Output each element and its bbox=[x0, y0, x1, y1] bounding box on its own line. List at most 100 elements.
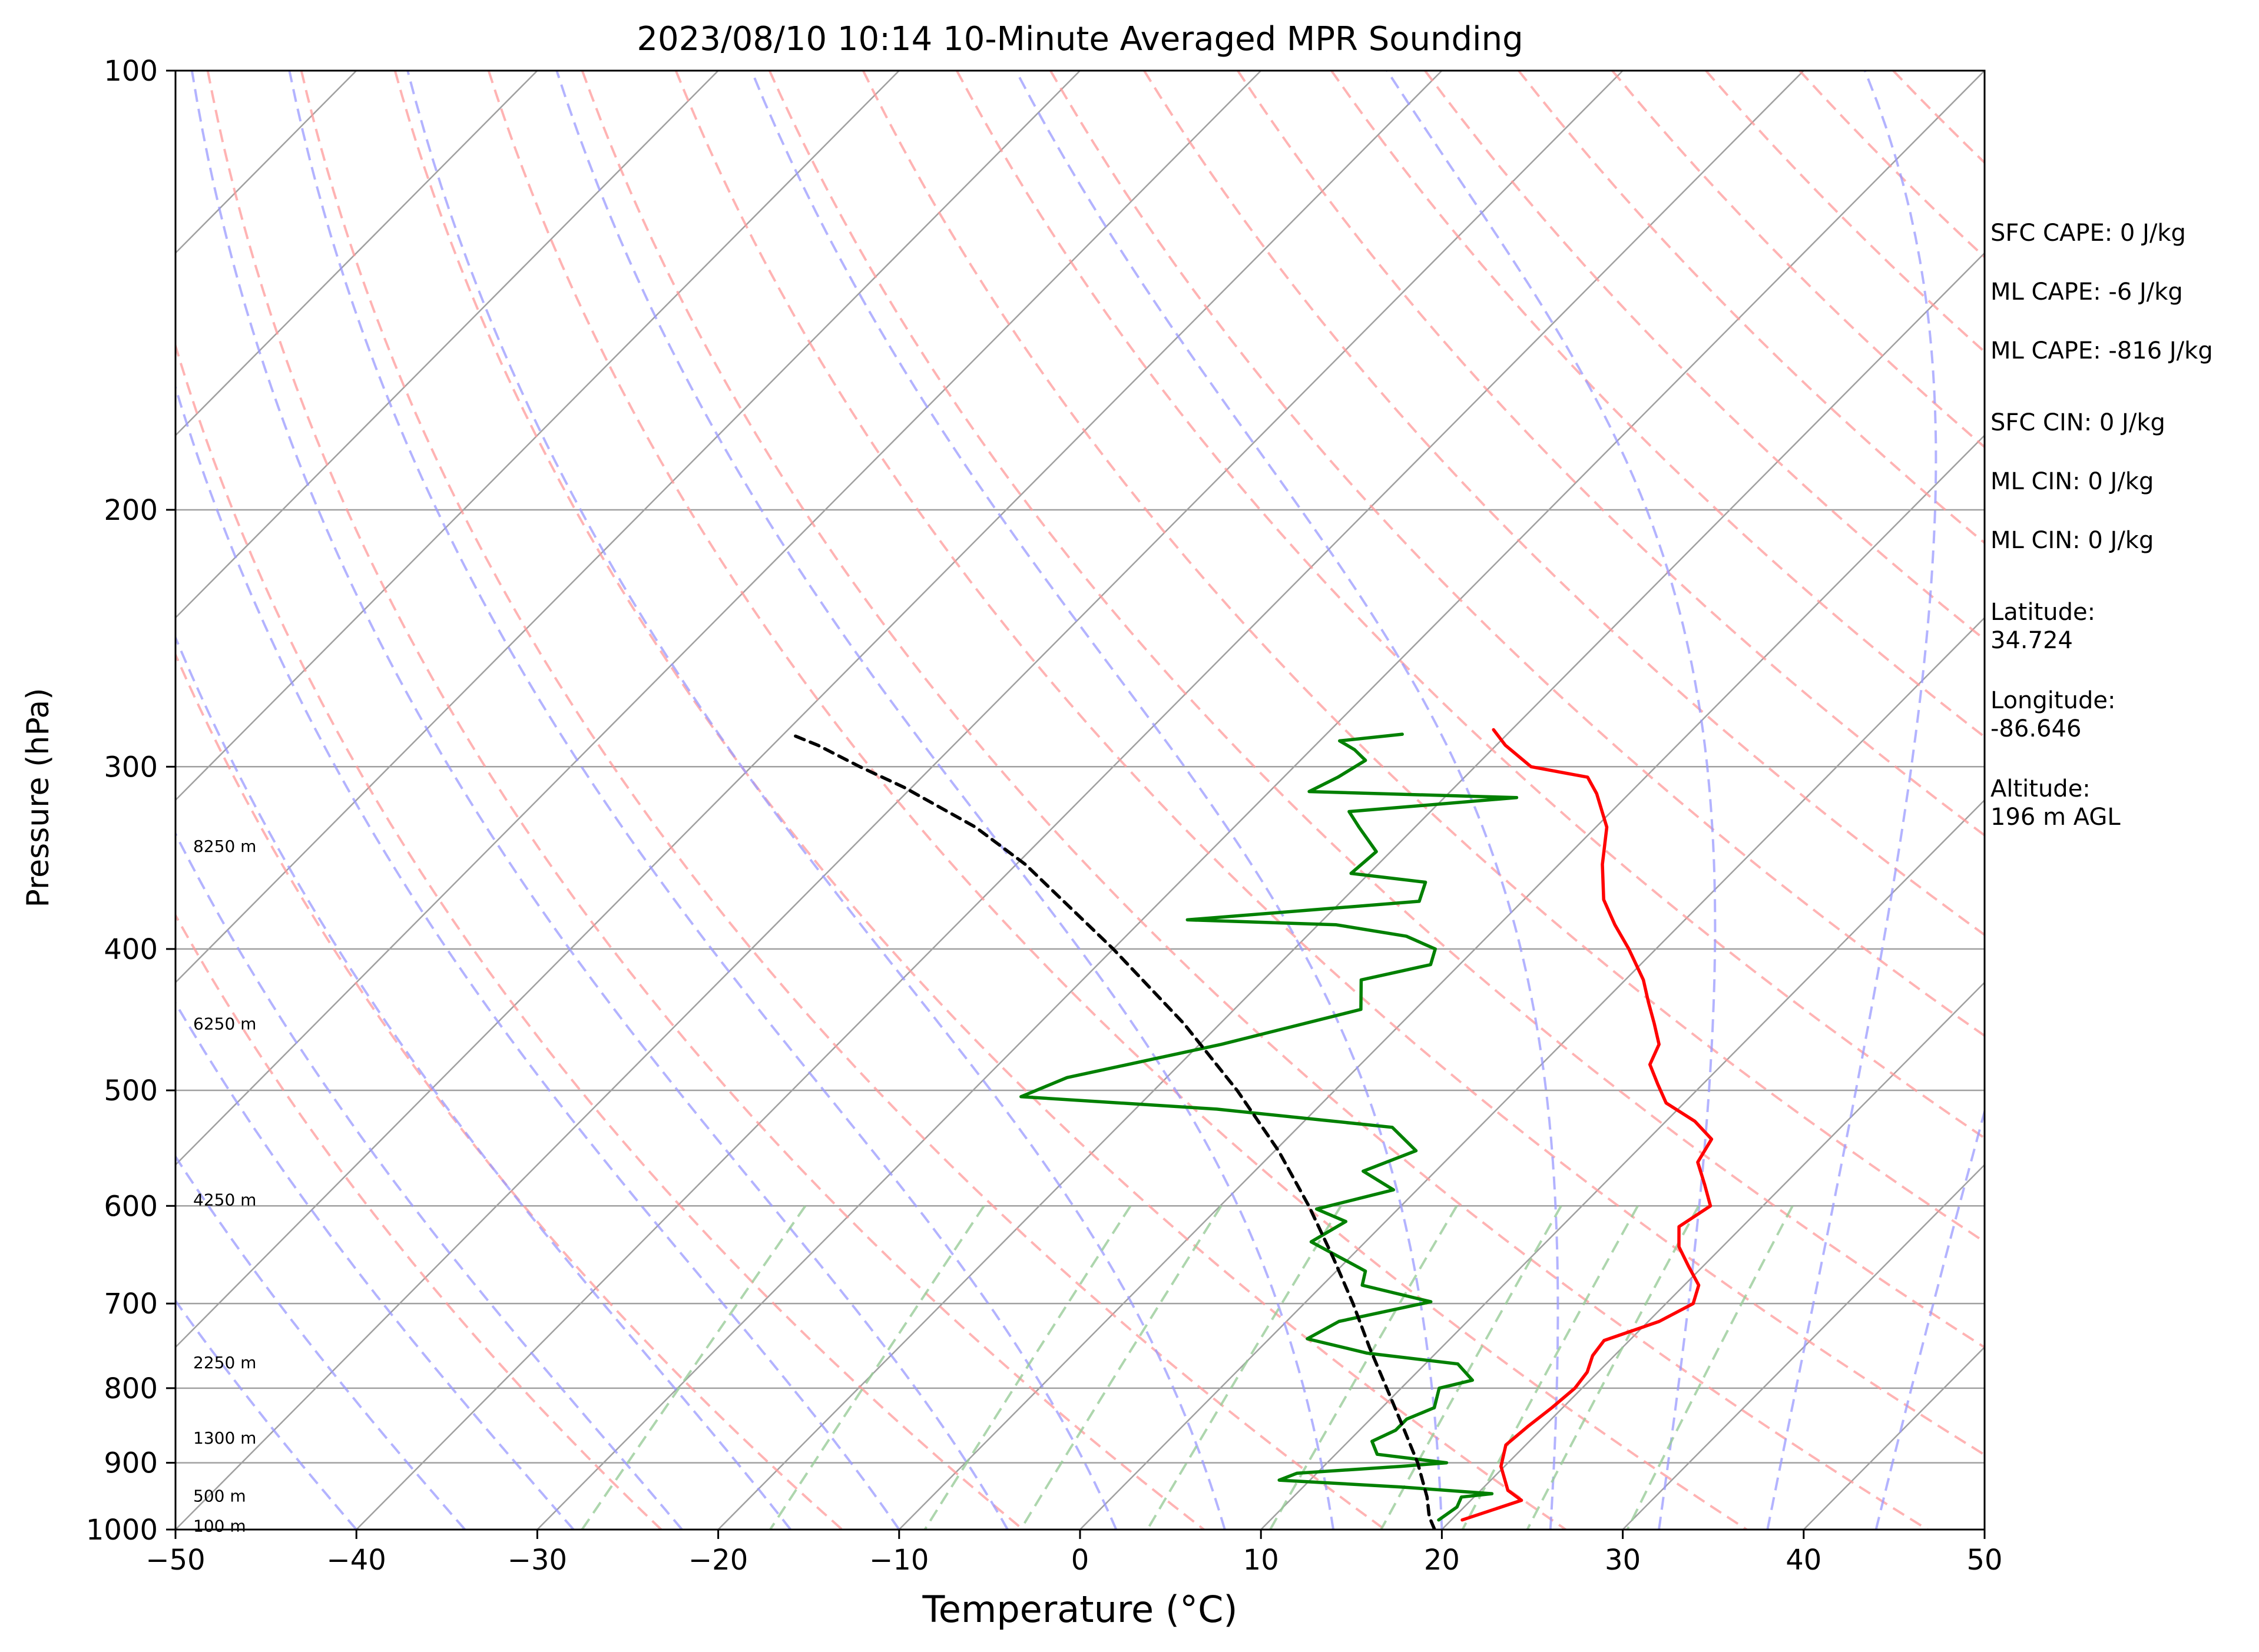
isotherm-line bbox=[1079, 616, 1985, 1530]
y-tick-label: 700 bbox=[104, 1288, 158, 1321]
latitude-value: Latitude: 34.724 bbox=[1990, 599, 2096, 654]
y-tick-label: 300 bbox=[104, 751, 158, 784]
isotherm-line bbox=[1622, 1163, 1985, 1530]
dewpoint-trace bbox=[1019, 732, 1519, 1522]
isotherm-line bbox=[175, 71, 1081, 984]
x-tick-label: −30 bbox=[508, 1544, 567, 1577]
x-tick-label: 50 bbox=[1966, 1544, 2002, 1577]
dry-adiabat-line bbox=[1611, 71, 1985, 449]
x-tick-label: 40 bbox=[1786, 1544, 1821, 1577]
moist-adiabat-line bbox=[175, 383, 900, 1530]
ml-cin-value-2: ML CIN: 0 J/kg bbox=[1990, 527, 2154, 554]
sfc-cin-value: SFC CIN: 0 J/kg bbox=[1990, 409, 2165, 436]
ml-cin-value: ML CIN: 0 J/kg bbox=[1990, 468, 2154, 495]
height-label: 500 m bbox=[193, 1487, 246, 1506]
y-tick-label: 600 bbox=[104, 1190, 158, 1223]
temperature-trace bbox=[1460, 728, 1714, 1522]
isotherm-line bbox=[175, 71, 1624, 1530]
mixing-ratio-line bbox=[923, 1205, 1132, 1530]
dry-adiabat-line bbox=[206, 71, 1205, 1530]
height-label: 8250 m bbox=[193, 837, 256, 856]
data-lines bbox=[789, 728, 1714, 1530]
moist-adiabat-line bbox=[175, 1155, 466, 1530]
ml-cape-value-2: ML CAPE: -816 J/kg bbox=[1990, 337, 2213, 364]
mixing-ratio-line bbox=[1019, 1205, 1223, 1530]
y-tick-label: 800 bbox=[104, 1372, 158, 1405]
x-tick-label: 0 bbox=[1071, 1544, 1089, 1577]
moist-adiabat-line bbox=[190, 71, 1009, 1530]
isotherm-line bbox=[175, 71, 1262, 1166]
moist-adiabat-line bbox=[750, 71, 1443, 1530]
height-label: 6250 m bbox=[193, 1014, 256, 1034]
dry-adiabat-line bbox=[581, 71, 1929, 1530]
isotherm-line bbox=[1441, 981, 1985, 1530]
dry-adiabat-line bbox=[862, 71, 1985, 1243]
parcel-profile-trace bbox=[789, 732, 1436, 1530]
mixing-ratio-line bbox=[1380, 1205, 1562, 1530]
y-tick-label: 500 bbox=[104, 1074, 158, 1107]
x-axis-label: Temperature (°C) bbox=[922, 1588, 1237, 1631]
y-tick-label: 900 bbox=[104, 1447, 158, 1480]
dry-adiabat-line bbox=[1143, 71, 1985, 937]
ml-cape-value: ML CAPE: -6 J/kg bbox=[1990, 278, 2183, 306]
mixing-ratio-line bbox=[581, 1205, 807, 1530]
altitude-value: Altitude: 196 m AGL bbox=[1990, 775, 2121, 831]
height-label: 100 m bbox=[193, 1517, 246, 1536]
y-tick-label: 400 bbox=[104, 933, 158, 966]
moist-adiabat-line bbox=[1015, 71, 1559, 1530]
chart-title: 2023/08/10 10:14 10-Minute Averaged MPR … bbox=[637, 20, 1523, 58]
axes: −50 −40 −30 −20 −10 0 10 20 30 40 50 1000 900 800 700 6… bbox=[86, 55, 2003, 1577]
height-labels: 100 m 500 m 1300 m 2250 m 4250 m 6250 m 8250 m bbox=[193, 837, 256, 1536]
dry-adiabat-line bbox=[1518, 71, 1985, 545]
isotherm-line bbox=[536, 71, 1985, 1530]
mixing-ratio-line bbox=[1526, 1205, 1700, 1530]
moist-adiabat-line bbox=[175, 1000, 575, 1530]
dry-adiabat-line bbox=[175, 341, 1024, 1530]
height-label: 4250 m bbox=[193, 1190, 256, 1209]
moist-adiabat-line bbox=[406, 71, 1226, 1530]
dry-adiabat-line bbox=[1330, 71, 1985, 739]
longitude-value: Longitude: -86.646 bbox=[1990, 687, 2116, 742]
x-tick-label: 30 bbox=[1605, 1544, 1641, 1577]
height-label: 1300 m bbox=[193, 1428, 256, 1448]
sfc-cape-value: SFC CAPE: 0 J/kg bbox=[1990, 220, 2186, 247]
dry-adiabat-line bbox=[674, 71, 1985, 1457]
x-tick-label: −50 bbox=[145, 1544, 205, 1577]
moist-adiabat-line bbox=[1766, 71, 1937, 1530]
dry-adiabat-line bbox=[300, 71, 1386, 1530]
isotherm-line bbox=[356, 71, 1804, 1530]
moist-adiabat-line bbox=[288, 71, 1118, 1530]
isotherm-line bbox=[175, 71, 719, 619]
mixing-ratio-line bbox=[1461, 1205, 1639, 1530]
isotherm-line bbox=[898, 434, 1985, 1530]
x-tick-label: 10 bbox=[1243, 1544, 1279, 1577]
dry-adiabat-line bbox=[175, 652, 843, 1530]
isotherm-line bbox=[175, 71, 538, 437]
x-tick-label: −40 bbox=[327, 1544, 386, 1577]
mixing-ratio-line bbox=[1146, 1205, 1342, 1530]
dry-adiabat-line bbox=[487, 71, 1748, 1530]
x-tick-label: −10 bbox=[869, 1544, 929, 1577]
moist-adiabat-line bbox=[555, 71, 1335, 1530]
dry-adiabat-line bbox=[1049, 71, 1985, 1037]
mixing-ratio-line bbox=[1269, 1205, 1458, 1530]
moist-adiabat-line bbox=[175, 831, 683, 1530]
y-tick-label: 200 bbox=[104, 494, 158, 527]
x-tick-label: −20 bbox=[688, 1544, 748, 1577]
x-tick-label: 20 bbox=[1424, 1544, 1460, 1577]
y-axis-label: Pressure (hPa) bbox=[21, 688, 56, 908]
height-label: 2250 m bbox=[193, 1353, 256, 1372]
background-lines bbox=[175, 71, 1985, 1530]
dry-adiabat-line bbox=[955, 71, 1985, 1140]
mixing-ratio-line bbox=[1626, 1205, 1794, 1530]
moist-adiabat-line bbox=[1874, 1107, 1985, 1530]
isotherm-line bbox=[175, 71, 1443, 1349]
dry-adiabat-line bbox=[1237, 71, 1985, 837]
y-tick-label: 1000 bbox=[86, 1514, 158, 1547]
y-tick-label: 100 bbox=[104, 55, 158, 88]
mixing-ratio-line bbox=[769, 1205, 985, 1530]
isotherm-line bbox=[717, 251, 1985, 1530]
moist-adiabat-line bbox=[175, 634, 792, 1530]
